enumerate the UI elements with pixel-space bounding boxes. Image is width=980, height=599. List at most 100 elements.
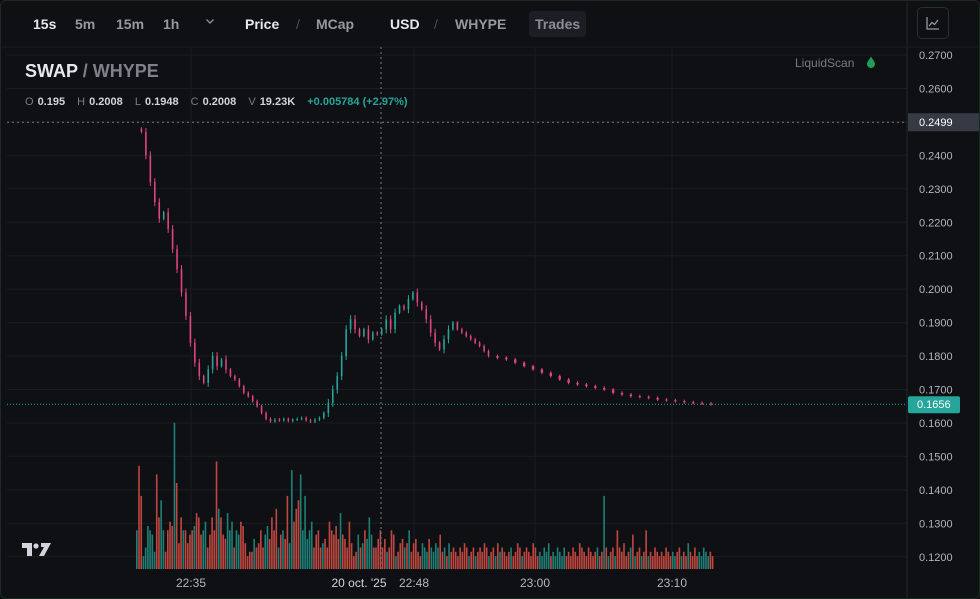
volume-bar: [244, 543, 247, 569]
low-label: L: [134, 96, 141, 108]
volume-bar: [304, 495, 306, 569]
volume-bar: [155, 474, 158, 569]
price-tick-label: 0.1500: [919, 451, 953, 463]
crosshair-price-tag: [908, 113, 979, 132]
brand-name: LiquidScan: [795, 56, 855, 70]
candle-body: [540, 369, 544, 373]
candle-body: [194, 342, 196, 363]
volume-bar: [589, 551, 592, 569]
candle-body: [198, 362, 201, 377]
candle-body: [265, 412, 267, 419]
ohlc-legend: O 0.195 H 0.2008 L 0.1948 C 0.2008 V 19.23K +…: [25, 96, 408, 108]
candle-body: [425, 309, 428, 320]
price-tick-label: 0.1200: [919, 552, 953, 564]
mcap-toggle[interactable]: MCap: [316, 16, 355, 32]
volume-bar: [297, 500, 300, 569]
volume-bar: [601, 551, 603, 569]
volume-bar: [676, 551, 678, 569]
volume-bar: [302, 530, 304, 569]
trades-toggle[interactable]: Trades: [529, 11, 587, 37]
price-axis: 0.27000.26000.25000.24000.23000.22000.21…: [919, 50, 953, 564]
volume-bar: [696, 556, 698, 569]
volume-bar: [508, 551, 510, 569]
volume-bar: [379, 530, 382, 569]
volume-bar: [386, 551, 388, 569]
volume-bar: [171, 526, 174, 569]
usd-toggle[interactable]: USD: [390, 16, 420, 32]
price-tick-label: 0.2000: [919, 284, 953, 296]
volume-bar: [623, 543, 625, 569]
volume-bar: [377, 538, 379, 569]
volume-bar: [333, 534, 335, 569]
candle-body: [522, 362, 526, 367]
candle-body: [407, 299, 410, 310]
separator: /: [434, 16, 438, 32]
volume-bar: [501, 547, 504, 569]
volume-bar: [592, 556, 594, 569]
volume-bar: [275, 508, 278, 569]
change-value: +0.005784 (+2.97%): [307, 96, 408, 108]
volume-bar: [700, 556, 703, 569]
volume-bar: [310, 521, 313, 569]
volume-bar: [454, 551, 457, 569]
volume-bar: [175, 483, 178, 569]
volume-bar: [151, 534, 154, 569]
crosshair-time-label: 20 oct. '25: [332, 576, 387, 590]
price-tick-label: 0.2700: [919, 50, 953, 62]
candle-body: [487, 351, 490, 357]
candle-body: [278, 419, 281, 421]
chart-type-button[interactable]: [917, 7, 949, 39]
volume-bar: [461, 551, 464, 569]
volume-bar: [209, 534, 211, 569]
interval-5m[interactable]: 5m: [75, 16, 96, 32]
volume-bar: [527, 551, 530, 569]
volume-bar: [570, 556, 572, 569]
drop-icon: [866, 56, 875, 68]
volume-bar: [694, 547, 696, 569]
volume-bar: [567, 551, 570, 569]
time-tick-label: 23:00: [520, 576, 550, 590]
volume-bar: [446, 556, 448, 569]
volume-bar: [698, 551, 701, 569]
volume-bar: [521, 556, 523, 569]
volume-bar: [543, 547, 546, 569]
volume-bar: [421, 543, 424, 569]
candle-body: [354, 319, 356, 330]
volume-bar: [364, 530, 366, 569]
candle-body: [683, 401, 686, 403]
volume-bar: [419, 556, 422, 569]
interval-1h[interactable]: 1h: [163, 16, 180, 32]
candle-body: [154, 182, 156, 203]
price-tick-label: 0.2100: [919, 251, 953, 263]
chevron-down-icon[interactable]: [204, 15, 216, 27]
volume-bar: [596, 547, 599, 569]
tradingview-logo-icon[interactable]: [21, 541, 53, 559]
volume-bar: [164, 551, 167, 569]
volume-bar: [667, 551, 670, 569]
price-toggle[interactable]: Price: [245, 16, 280, 32]
volume-bar: [654, 547, 656, 569]
volume-bar: [618, 547, 621, 569]
close-label: C: [190, 96, 199, 108]
candle-body: [443, 339, 445, 350]
last-price-tag: [908, 396, 960, 414]
candle-body: [380, 329, 383, 335]
volume-bar: [355, 551, 357, 569]
volume-bar: [140, 495, 143, 569]
volume-bar: [545, 551, 548, 569]
volume-bar: [220, 517, 222, 569]
candle-body: [167, 212, 169, 229]
candle-body: [420, 302, 423, 310]
interval-15s[interactable]: 15s: [33, 16, 57, 32]
volume-bar: [240, 521, 242, 569]
volume-bar: [660, 551, 663, 569]
volume-bar: [687, 543, 690, 569]
volume-bar: [366, 538, 368, 569]
volume-bar: [324, 538, 326, 569]
volume-bar: [499, 551, 501, 569]
interval-15m[interactable]: 15m: [116, 16, 145, 32]
candle-body: [300, 417, 303, 419]
whype-toggle[interactable]: WHYPE: [455, 16, 507, 32]
volume-bar: [313, 547, 315, 569]
